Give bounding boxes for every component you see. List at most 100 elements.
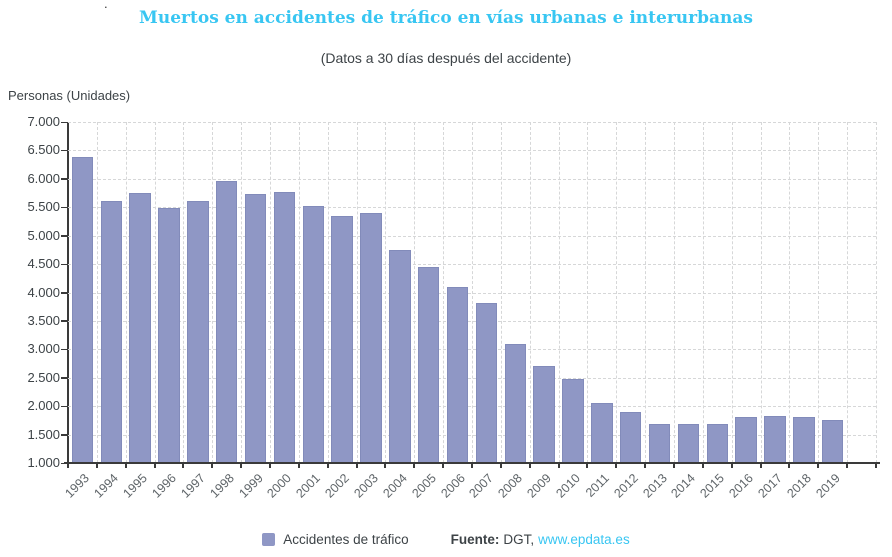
y-tick-mark: [61, 377, 67, 379]
v-gridline: [702, 122, 704, 463]
chart-title: Muertos en accidentes de tráfico en vías…: [139, 8, 753, 28]
v-gridline: [645, 122, 647, 463]
bar-2018[interactable]: [793, 417, 815, 463]
bar-1997[interactable]: [187, 201, 209, 463]
legend-label: Accidentes de tráfico: [283, 532, 409, 547]
bar-1994[interactable]: [100, 200, 122, 463]
y-tick-label: 5.000: [27, 227, 60, 243]
x-tick-mark: [673, 464, 675, 468]
legend: Accidentes de tráfico Fuente: DGT, www.e…: [0, 532, 892, 547]
x-tick-mark: [701, 464, 704, 468]
v-gridline: [385, 122, 387, 463]
y-tick-mark: [61, 405, 67, 408]
bar-2014[interactable]: [677, 423, 700, 463]
bar-1995[interactable]: [129, 193, 151, 463]
y-tick-mark: [61, 235, 67, 237]
y-tick-mark: [61, 434, 67, 436]
y-tick-label: 3.000: [27, 341, 60, 357]
bar-2002[interactable]: [331, 215, 353, 463]
v-gridline: [789, 122, 791, 463]
bar-2006[interactable]: [446, 286, 469, 463]
x-tick-mark: [297, 464, 300, 468]
bar-2008[interactable]: [504, 343, 526, 463]
bar-2005[interactable]: [418, 267, 440, 463]
chart-subtitle: (Datos a 30 días después del accidente): [320, 50, 572, 66]
bar-1996[interactable]: [158, 208, 180, 463]
v-gridline: [674, 122, 675, 463]
v-gridline: [529, 122, 531, 463]
x-tick-mark: [586, 464, 589, 468]
bar-2000[interactable]: [273, 191, 296, 463]
legend-item-accidentes: Accidentes de tráfico: [262, 532, 409, 547]
bar-1999[interactable]: [244, 193, 267, 463]
v-gridline: [125, 122, 127, 463]
y-tick-label: 4.000: [27, 284, 60, 300]
bar-2012[interactable]: [620, 411, 642, 463]
y-tick-mark: [61, 178, 67, 180]
x-tick-mark: [471, 464, 473, 468]
bar-2017[interactable]: [764, 415, 786, 463]
v-gridline: [154, 122, 156, 463]
v-gridline: [96, 122, 98, 463]
legend-swatch-icon: [262, 533, 276, 546]
v-gridline: [298, 122, 300, 463]
x-tick-mark: [730, 464, 733, 468]
x-tick-mark: [528, 464, 531, 468]
y-tick-label: 7.000: [27, 114, 60, 129]
bar-2007[interactable]: [475, 302, 498, 463]
x-tick-mark: [759, 464, 762, 468]
v-gridline: [472, 122, 473, 463]
y-tick-label: 5.500: [27, 199, 60, 215]
y-tick-label: 2.000: [27, 398, 60, 414]
bar-2019[interactable]: [822, 420, 844, 463]
x-tick-mark: [817, 464, 820, 468]
v-gridline: [241, 122, 243, 463]
x-tick-mark: [384, 464, 387, 468]
bar-2011[interactable]: [591, 402, 613, 463]
x-axis-line: [64, 462, 880, 464]
x-tick-mark: [499, 464, 502, 468]
bar-2009[interactable]: [533, 365, 555, 463]
x-tick-mark: [442, 464, 445, 468]
y-tick-mark: [61, 206, 67, 209]
bar-2010[interactable]: [562, 379, 584, 463]
y-tick-mark: [61, 292, 67, 294]
bar-2013[interactable]: [648, 424, 671, 463]
x-tick-mark: [846, 464, 849, 468]
v-gridline: [443, 122, 445, 463]
y-tick-label: 3.500: [27, 312, 60, 328]
v-gridline: [731, 122, 733, 463]
plot-area: 1.000 1.500 2.000 2.500 3.000 3.500 4.000 4.500…: [27, 114, 880, 501]
y-axis-title: Personas (Unidades): [8, 88, 131, 103]
bar-2016[interactable]: [735, 416, 757, 463]
x-tick-mark: [124, 464, 127, 468]
x-tick-mark: [326, 464, 329, 468]
x-tick-mark: [211, 464, 214, 468]
v-gridline: [818, 122, 820, 463]
bar-2015[interactable]: [706, 423, 728, 463]
source-agency: DGT,: [503, 532, 535, 547]
bar-2003[interactable]: [360, 213, 382, 463]
bar-1993[interactable]: [71, 157, 94, 463]
bar-1998[interactable]: [216, 181, 238, 463]
x-tick-mark: [413, 464, 416, 468]
v-gridline: [616, 122, 618, 463]
y-tick-label: 2.500: [27, 369, 60, 385]
x-tick-mark: [240, 464, 243, 468]
x-tick-mark: [67, 464, 69, 468]
bar-2001[interactable]: [302, 206, 324, 463]
y-tick-label: 1.500: [27, 426, 60, 442]
bar-2004[interactable]: [389, 250, 411, 463]
v-gridline: [558, 122, 560, 463]
x-tick-mark: [182, 464, 185, 468]
x-tick-mark: [615, 464, 618, 468]
v-gridline: [183, 122, 185, 463]
y-tick-mark: [61, 348, 67, 351]
source-link[interactable]: www.epdata.es: [538, 532, 630, 547]
v-gridline: [356, 122, 358, 463]
x-tick-mark: [95, 464, 98, 468]
y-tick-label: 1.000: [27, 455, 60, 470]
x-tick-mark: [788, 464, 791, 468]
y-axis-line: [67, 122, 69, 463]
